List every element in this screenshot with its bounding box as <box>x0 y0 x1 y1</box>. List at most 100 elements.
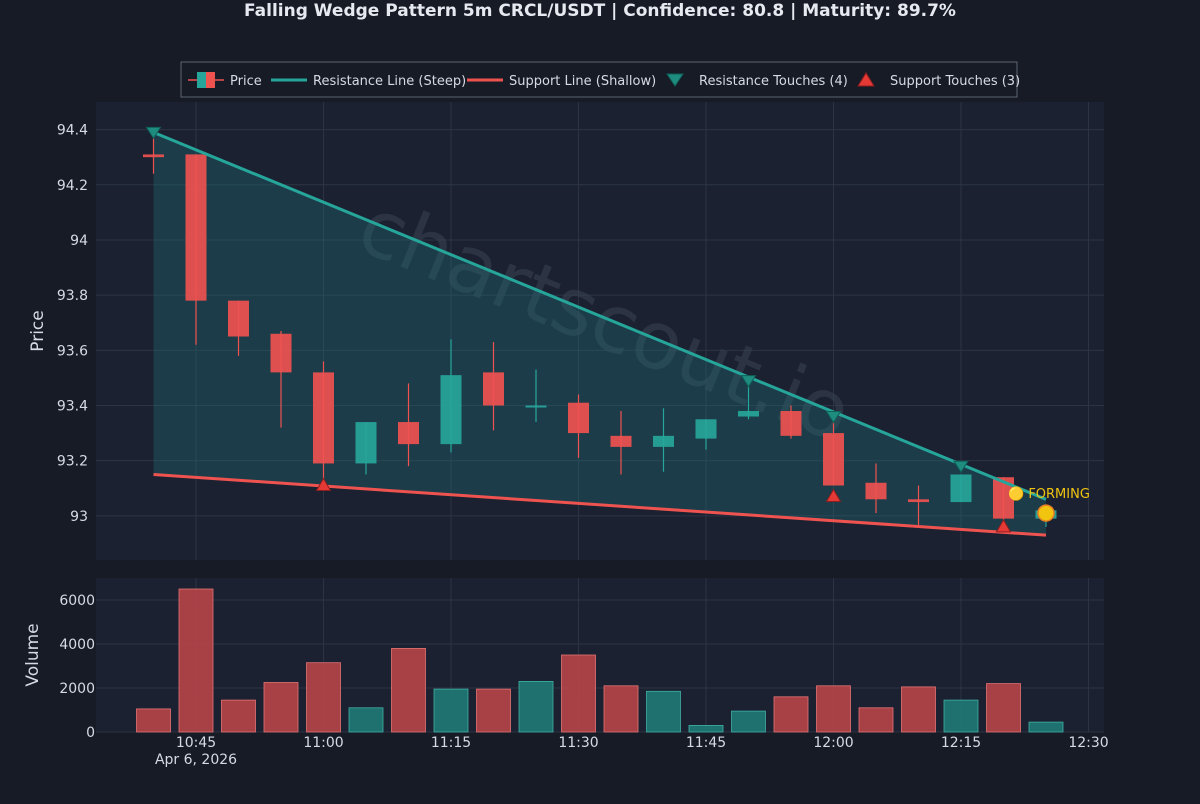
x-tick-label: 12:30 <box>1068 735 1108 751</box>
volume-bar <box>476 688 511 733</box>
volume-tick-label: 2000 <box>59 681 95 697</box>
legend-support-label: Support Line (Shallow) <box>509 74 656 89</box>
price-tick-label: 93 <box>70 509 88 525</box>
candle-body <box>398 422 419 445</box>
legend-support-touches-label: Support Touches (3) <box>890 74 1020 89</box>
volume-bar <box>178 588 214 733</box>
candle-body <box>823 433 844 486</box>
volume-bar <box>816 685 851 733</box>
legend-price-up-swatch <box>197 72 206 88</box>
x-tick-label: 11:00 <box>303 735 343 751</box>
forming-label: 🟡 FORMING <box>1008 486 1090 502</box>
price-tick-label: 93.2 <box>57 454 88 470</box>
x-tick-label: 11:30 <box>558 735 598 751</box>
support-touch-marker <box>315 477 332 492</box>
support-line <box>153 472 1047 537</box>
legend-support[interactable]: Support Line (Shallow) <box>467 74 656 89</box>
volume-tick-label: 6000 <box>59 593 95 609</box>
volume-bar <box>221 699 256 733</box>
candle-body <box>610 435 632 447</box>
price-tick-label: 93.8 <box>57 288 88 304</box>
candle-body <box>908 499 929 503</box>
candle-body <box>738 411 759 417</box>
legend: Price Resistance Line (Steep) Support Li… <box>180 61 1020 98</box>
volume-bar <box>688 725 724 733</box>
price-tick-label: 93.4 <box>57 398 88 414</box>
volume-bar <box>561 654 596 733</box>
forming-marker <box>1037 504 1055 522</box>
candle-body <box>270 333 292 373</box>
volume-axis-label: Volume <box>23 623 43 686</box>
candle-body <box>695 419 717 439</box>
volume-bar <box>433 688 469 733</box>
price-tick-label: 94 <box>70 233 88 249</box>
x-tick-label: 11:15 <box>431 735 471 751</box>
resistance-touch-marker <box>953 460 969 474</box>
price-tick-label: 94.4 <box>57 123 88 139</box>
legend-resistance-touches-label: Resistance Touches (4) <box>699 74 848 89</box>
volume-bar <box>136 708 171 733</box>
price-tick-label: 94.2 <box>57 178 88 194</box>
legend-frame <box>180 61 1018 98</box>
x-tick-label: 10:45 <box>176 735 216 751</box>
price-axis-label: Price <box>28 310 48 351</box>
price-marks: 🟡 FORMING <box>143 126 1090 537</box>
legend-resistance-label: Resistance Line (Steep) <box>313 74 466 89</box>
volume-bar <box>943 699 979 733</box>
wedge-fill <box>153 132 1046 536</box>
volume-tick-label: 4000 <box>59 637 95 653</box>
chart-title: Falling Wedge Pattern 5m CRCL/USDT | Con… <box>244 1 956 21</box>
support-touch-marker <box>825 488 842 503</box>
resistance-touch-marker <box>740 375 757 388</box>
candle-body <box>355 422 377 464</box>
volume-bar <box>348 707 384 733</box>
x-axis-date-label: Apr 6, 2026 <box>155 752 237 768</box>
candle-body <box>143 154 164 158</box>
candle-body <box>950 474 972 503</box>
volume-bar <box>731 710 766 733</box>
candle-body <box>865 482 887 500</box>
price-grid <box>96 102 1104 560</box>
legend-support-touch-marker <box>857 72 875 87</box>
candle-body <box>483 372 504 406</box>
resistance-touch-marker <box>145 126 162 140</box>
x-axis-ticks: 10:45 11:00 11:15 11:30 11:45 12:00 12:15 12:30 <box>176 735 1109 751</box>
volume-tick-label: 0 <box>86 725 95 741</box>
legend-support-touches[interactable]: Support Touches (3) <box>857 72 1020 89</box>
volume-bar <box>773 696 809 733</box>
candle-body <box>780 411 802 436</box>
volume-bar <box>986 683 1021 733</box>
volume-bar <box>518 681 554 733</box>
legend-resistance-touches[interactable]: Resistance Touches (4) <box>666 73 848 89</box>
volume-bar <box>901 686 936 733</box>
resistance-touch-marker <box>825 411 842 424</box>
candle-body <box>525 405 547 408</box>
candle-body <box>185 154 207 301</box>
price-y-ticks: 94.4 94.2 94 93.8 93.6 93.4 93.2 93 <box>57 123 88 525</box>
candle-body <box>440 375 462 445</box>
volume-bar <box>858 707 894 733</box>
legend-resistance-touch-marker <box>666 73 684 87</box>
volume-bar <box>306 662 341 733</box>
price-tick-label: 93.6 <box>57 343 88 359</box>
candle-body <box>313 372 334 464</box>
volume-bars <box>136 588 1064 733</box>
support-touch-marker <box>995 518 1012 533</box>
x-tick-label: 11:45 <box>686 735 726 751</box>
volume-bar <box>646 690 681 733</box>
resistance-line <box>152 130 1047 501</box>
legend-price-down-swatch <box>206 72 215 88</box>
candle-body <box>653 435 674 447</box>
legend-price[interactable]: Price <box>188 72 262 89</box>
x-tick-label: 12:00 <box>813 735 853 751</box>
x-tick-label: 12:15 <box>941 735 981 751</box>
candle-body <box>993 477 1014 519</box>
legend-resistance[interactable]: Resistance Line (Steep) <box>271 74 466 89</box>
candle-body <box>568 402 589 434</box>
volume-bar <box>263 682 299 733</box>
volume-bar <box>603 685 639 733</box>
volume-bar <box>1028 721 1064 733</box>
volume-y-ticks: 6000 4000 2000 0 <box>59 593 95 741</box>
